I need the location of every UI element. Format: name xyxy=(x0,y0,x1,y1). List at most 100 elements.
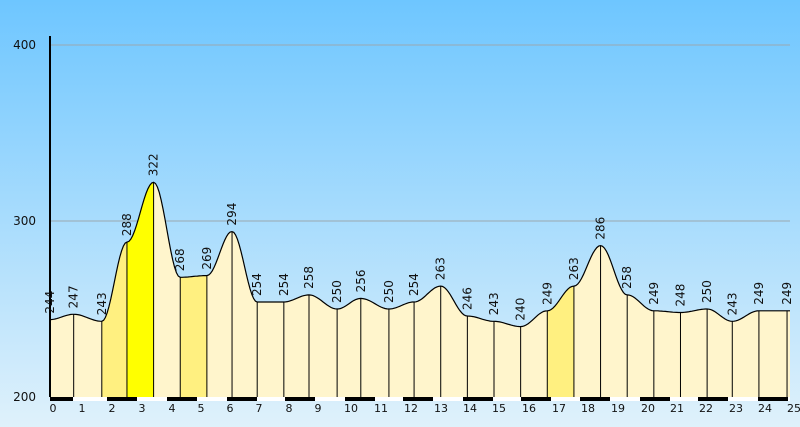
x-tick-label: 2 xyxy=(109,402,116,415)
area-segment xyxy=(127,182,154,397)
data-label: 258 xyxy=(302,266,316,289)
area-segment xyxy=(360,298,389,397)
x-axis-scale-bar xyxy=(227,397,257,401)
x-tick-label: 16 xyxy=(522,402,536,415)
area-segment xyxy=(414,286,441,397)
x-tick-label: 10 xyxy=(344,402,358,415)
data-label: 247 xyxy=(67,285,81,308)
data-label: 263 xyxy=(434,257,448,280)
area-segment xyxy=(206,231,232,397)
x-tick-label: 1 xyxy=(79,402,86,415)
data-label: 322 xyxy=(147,153,161,176)
data-label: 240 xyxy=(514,298,528,321)
data-label: 244 xyxy=(43,291,57,314)
x-tick-label: 8 xyxy=(286,402,293,415)
area-segment xyxy=(309,294,338,397)
data-label: 250 xyxy=(700,280,714,303)
area-segment xyxy=(573,245,601,397)
area-segment xyxy=(467,316,494,397)
y-tick-label: 200 xyxy=(13,390,36,404)
area-segment xyxy=(600,245,628,397)
data-label: 258 xyxy=(620,266,634,289)
area-segment xyxy=(494,321,521,397)
x-tick-label: 4 xyxy=(169,402,176,415)
area-segment xyxy=(547,286,574,397)
area-segment xyxy=(627,294,654,397)
area-segment xyxy=(257,302,284,397)
x-tick-label: 12 xyxy=(404,402,418,415)
x-tick-label: 14 xyxy=(463,402,477,415)
data-label: 268 xyxy=(173,248,187,271)
data-label: 246 xyxy=(460,287,474,310)
area-segment xyxy=(787,310,790,397)
data-label: 288 xyxy=(120,213,134,236)
area-segments xyxy=(50,182,790,397)
area-segment xyxy=(520,310,548,397)
area-segment xyxy=(180,275,207,397)
x-tick-label: 18 xyxy=(581,402,595,415)
y-tick-label: 300 xyxy=(13,214,36,228)
data-label: 254 xyxy=(407,273,421,296)
x-axis-scale-bar xyxy=(403,397,433,401)
area-segment xyxy=(758,310,787,397)
x-axis-scale-bar xyxy=(345,397,375,401)
area-segment xyxy=(153,182,181,397)
x-tick-label: 24 xyxy=(758,402,772,415)
x-axis-scale-bar xyxy=(50,397,73,401)
area-segment xyxy=(653,310,681,397)
data-label: 249 xyxy=(647,282,661,305)
area-segment xyxy=(707,309,733,397)
x-tick-label: 0 xyxy=(50,402,57,415)
area-segment xyxy=(388,302,415,397)
x-axis-scale-bar xyxy=(463,397,493,401)
area-segment xyxy=(283,294,309,397)
data-label: 269 xyxy=(200,247,214,270)
x-axis-scale-bar xyxy=(167,397,197,401)
gridlines xyxy=(50,44,790,222)
area-segment xyxy=(232,231,258,397)
data-label: 256 xyxy=(354,269,368,292)
x-tick-label: 11 xyxy=(374,402,388,415)
data-label: 294 xyxy=(225,203,239,226)
x-tick-label: 17 xyxy=(552,402,566,415)
x-tick-label: 13 xyxy=(434,402,448,415)
x-axis-scale-bar xyxy=(698,397,728,401)
x-axis-scale-bar xyxy=(758,397,788,401)
x-tick-label: 20 xyxy=(641,402,655,415)
data-label: 254 xyxy=(277,273,291,296)
profile-line xyxy=(49,181,790,328)
data-label: 249 xyxy=(540,282,554,305)
x-axis-scale-bar xyxy=(107,397,137,401)
x-tick-label: 25 xyxy=(787,402,800,415)
data-label: 263 xyxy=(567,257,581,280)
x-axis-scale-bar xyxy=(640,397,670,401)
data-label: 248 xyxy=(674,284,688,307)
x-tick-label: 23 xyxy=(729,402,743,415)
x-tick-label: 6 xyxy=(227,402,234,415)
area-segment xyxy=(50,314,74,397)
x-tick-label: 9 xyxy=(315,402,322,415)
data-label: 250 xyxy=(382,280,396,303)
x-tick-label: 7 xyxy=(256,402,263,415)
x-tick-label: 3 xyxy=(139,402,146,415)
profile-outline xyxy=(49,181,790,397)
area-segment xyxy=(440,286,468,397)
x-tick-label: 15 xyxy=(492,402,506,415)
area-segment xyxy=(101,242,127,397)
data-label: 243 xyxy=(487,292,501,315)
x-axis-scale-bar xyxy=(521,397,551,401)
area-segment xyxy=(732,310,759,397)
x-tick-label: 5 xyxy=(198,402,205,415)
data-label: 250 xyxy=(330,280,344,303)
data-label: 286 xyxy=(594,217,608,240)
x-axis-scale-bar xyxy=(285,397,315,401)
x-tick-label: 19 xyxy=(611,402,625,415)
data-label: 243 xyxy=(725,292,739,315)
x-tick-label: 22 xyxy=(699,402,713,415)
x-tick-label: 21 xyxy=(670,402,684,415)
y-tick-label: 400 xyxy=(13,38,36,52)
data-labels: 244 247 243 288 322 268 269 294 254 254 258 250 256 2… xyxy=(43,153,794,320)
x-axis-scale-bar xyxy=(580,397,610,401)
